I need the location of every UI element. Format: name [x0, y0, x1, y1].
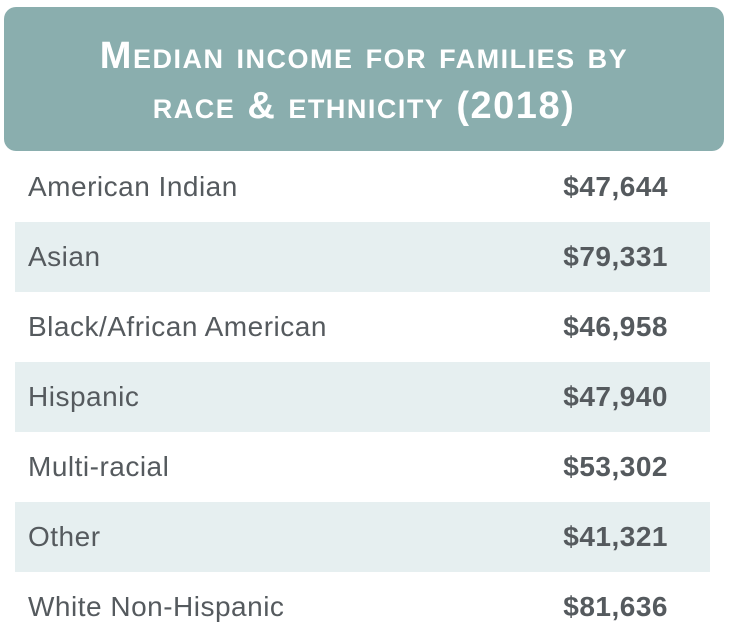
table-row-other: Other $41,321	[15, 502, 710, 572]
chart-title-line-1: Median income for families by	[99, 35, 629, 77]
income-value: $46,958	[563, 311, 668, 342]
income-value: $47,940	[563, 381, 668, 412]
income-value: $81,636	[563, 591, 668, 622]
income-table: American Indian $47,644 Asian $79,331 Bl…	[15, 152, 710, 642]
category-label: American Indian	[28, 171, 238, 202]
table-row-american-indian: American Indian $47,644	[15, 152, 710, 222]
category-label: Hispanic	[28, 381, 140, 412]
income-value: $79,331	[563, 241, 668, 272]
chart-title-line-2: race & ethnicity (2018)	[152, 85, 576, 127]
table-row-multi-racial: Multi-racial $53,302	[15, 432, 710, 502]
table-row-white-non-hispanic: White Non-Hispanic $81,636	[15, 572, 710, 642]
table-row-black-african-american: Black/African American $46,958	[15, 292, 710, 362]
category-label: Other	[28, 521, 101, 552]
chart-title-banner: Median income for families by race & eth…	[4, 7, 724, 151]
income-value: $41,321	[563, 521, 668, 552]
category-label: Asian	[28, 241, 101, 272]
category-label: White Non-Hispanic	[28, 591, 285, 622]
category-label: Multi-racial	[28, 451, 170, 482]
table-row-hispanic: Hispanic $47,940	[15, 362, 710, 432]
income-value: $53,302	[563, 451, 668, 482]
category-label: Black/African American	[28, 311, 327, 342]
income-value: $47,644	[563, 171, 668, 202]
table-row-asian: Asian $79,331	[15, 222, 710, 292]
